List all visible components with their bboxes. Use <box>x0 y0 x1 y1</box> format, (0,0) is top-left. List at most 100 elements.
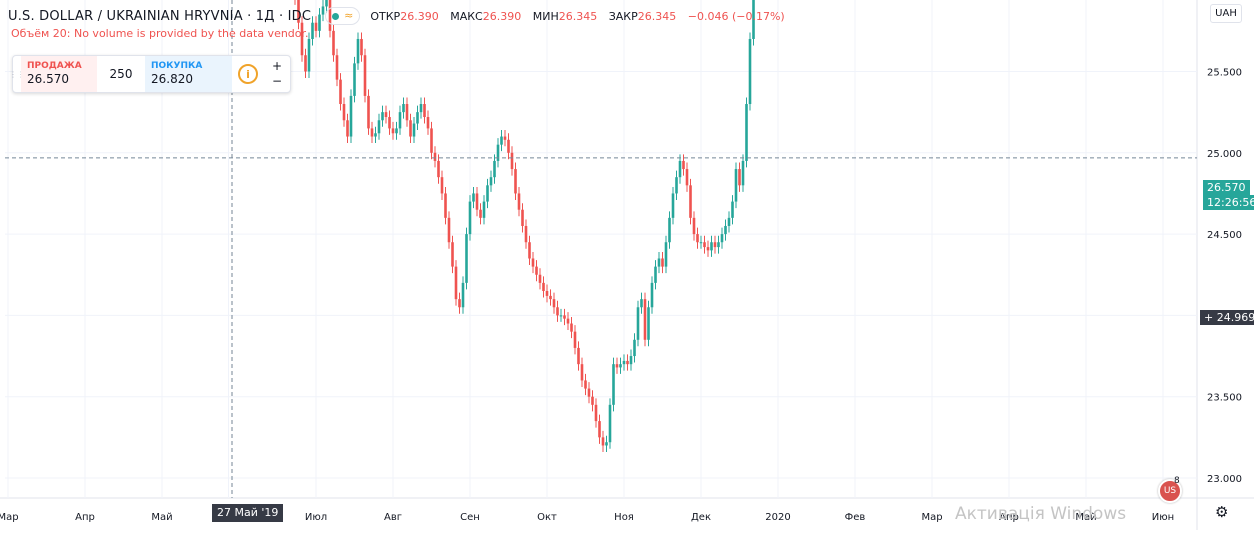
y-tick-label: 23.500 <box>1207 393 1242 404</box>
candle-body <box>724 225 727 235</box>
candle-body <box>531 258 535 267</box>
candle-body <box>692 217 696 235</box>
market-open-icon <box>332 12 340 20</box>
candle-body <box>713 242 717 248</box>
y-tick-label: 24.500 <box>1207 230 1242 241</box>
decrease-button[interactable]: − <box>271 74 283 88</box>
buy-button[interactable]: ПОКУПКА 26.820 <box>145 56 232 92</box>
candle-body <box>416 112 419 124</box>
x-tick-label: Сен <box>460 512 480 523</box>
sell-price: 26.570 <box>27 72 69 86</box>
candle-body <box>454 266 458 300</box>
us-flag-event-icon[interactable]: US <box>1158 479 1182 503</box>
candle-body <box>402 104 405 113</box>
candle-body <box>545 291 549 296</box>
gear-icon[interactable]: ⚙ <box>1215 503 1229 521</box>
volume-note: Объём 20: No volume is provided by the d… <box>11 27 309 40</box>
high-label: МАКС <box>450 9 483 23</box>
candle-body <box>510 152 514 170</box>
candle-body <box>346 120 349 137</box>
candle-body <box>703 242 706 248</box>
y-tick-label: 25.000 <box>1207 149 1242 160</box>
countdown-tag: 12:26:56 <box>1203 195 1254 210</box>
symbol-title[interactable]: U.S. DOLLAR / UKRAINIAN HRYVNIA · 1Д · I… <box>8 8 312 24</box>
candle-body <box>671 193 675 218</box>
candle-body <box>622 360 626 365</box>
candle-body <box>395 128 398 134</box>
candle-body <box>587 388 591 397</box>
low-label: МИН <box>532 9 559 23</box>
info-button[interactable]: i <box>232 56 264 92</box>
candle-body <box>426 117 430 129</box>
x-tick-label: Май <box>1075 512 1096 523</box>
candle-body <box>349 95 353 137</box>
candle-body <box>556 307 559 316</box>
candle-body <box>552 299 556 308</box>
increase-button[interactable]: + <box>271 59 283 73</box>
candle-body <box>493 160 496 178</box>
quantity-field[interactable]: 250 <box>109 67 133 81</box>
crosshair-price-tag[interactable]: + 24.969 <box>1200 310 1254 325</box>
x-tick-label: Дек <box>691 512 711 523</box>
candle-body <box>573 331 577 348</box>
candle-body <box>594 404 598 422</box>
x-tick-label: Апр <box>999 512 1019 523</box>
buy-label: ПОКУПКА <box>151 61 203 71</box>
close-value: 26.345 <box>637 9 677 23</box>
x-tick-label: Мар <box>0 512 19 523</box>
x-tick-label: Апр <box>75 512 95 523</box>
trade-panel: ⋮⋮ ПРОДАЖА 26.570 250 ПОКУПКА 26.820 i +… <box>9 55 291 93</box>
candle-body <box>311 22 314 39</box>
candle-body <box>549 295 552 300</box>
candle-body <box>458 299 461 308</box>
candle-body <box>514 169 517 194</box>
candle-body <box>696 234 699 243</box>
x-tick-label: Мар <box>921 512 942 523</box>
currency-badge[interactable]: UAH <box>1210 4 1242 23</box>
candle-body <box>685 169 689 186</box>
candle-body <box>314 22 318 31</box>
last-price-tag: 26.570 <box>1203 180 1250 195</box>
candle-body <box>654 266 657 283</box>
drag-handle-icon[interactable]: ⋮⋮ <box>9 69 25 79</box>
candle-body <box>566 318 570 324</box>
candle-body <box>447 217 451 243</box>
candle-body <box>381 112 384 121</box>
candle-body <box>580 364 584 381</box>
candle-body <box>682 160 685 170</box>
candle-body <box>608 404 612 443</box>
candle-body <box>307 38 311 72</box>
candle-body <box>489 177 493 186</box>
candle-body <box>598 421 601 438</box>
change-value: −0.046 (−0.17%) <box>687 9 785 23</box>
candle-body <box>496 144 500 161</box>
sell-button[interactable]: ПРОДАЖА 26.570 <box>21 56 97 92</box>
candle-body <box>367 95 370 129</box>
windows-activation-watermark: Активація Windows <box>955 504 1127 524</box>
low-value: 26.345 <box>558 9 598 23</box>
x-tick-label: Ноя <box>614 512 634 523</box>
candle-body <box>405 104 409 121</box>
candle-body <box>570 323 573 332</box>
candle-body <box>643 299 647 340</box>
candle-body <box>727 217 731 226</box>
candle-body <box>363 55 367 96</box>
candle-body <box>339 79 342 105</box>
candle-body <box>675 177 678 194</box>
candle-body <box>640 299 643 308</box>
candle-body <box>437 160 440 178</box>
buy-price: 26.820 <box>151 72 193 86</box>
candle-body <box>412 123 416 137</box>
candle-body <box>507 139 510 153</box>
candle-body <box>636 307 640 340</box>
candle-body <box>398 112 402 129</box>
candle-body <box>325 0 328 7</box>
candle-body <box>650 282 654 308</box>
candle-body <box>612 364 615 405</box>
candle-body <box>304 55 307 72</box>
candle-body <box>318 14 321 31</box>
candle-body <box>461 282 465 308</box>
candle-body <box>706 247 710 251</box>
